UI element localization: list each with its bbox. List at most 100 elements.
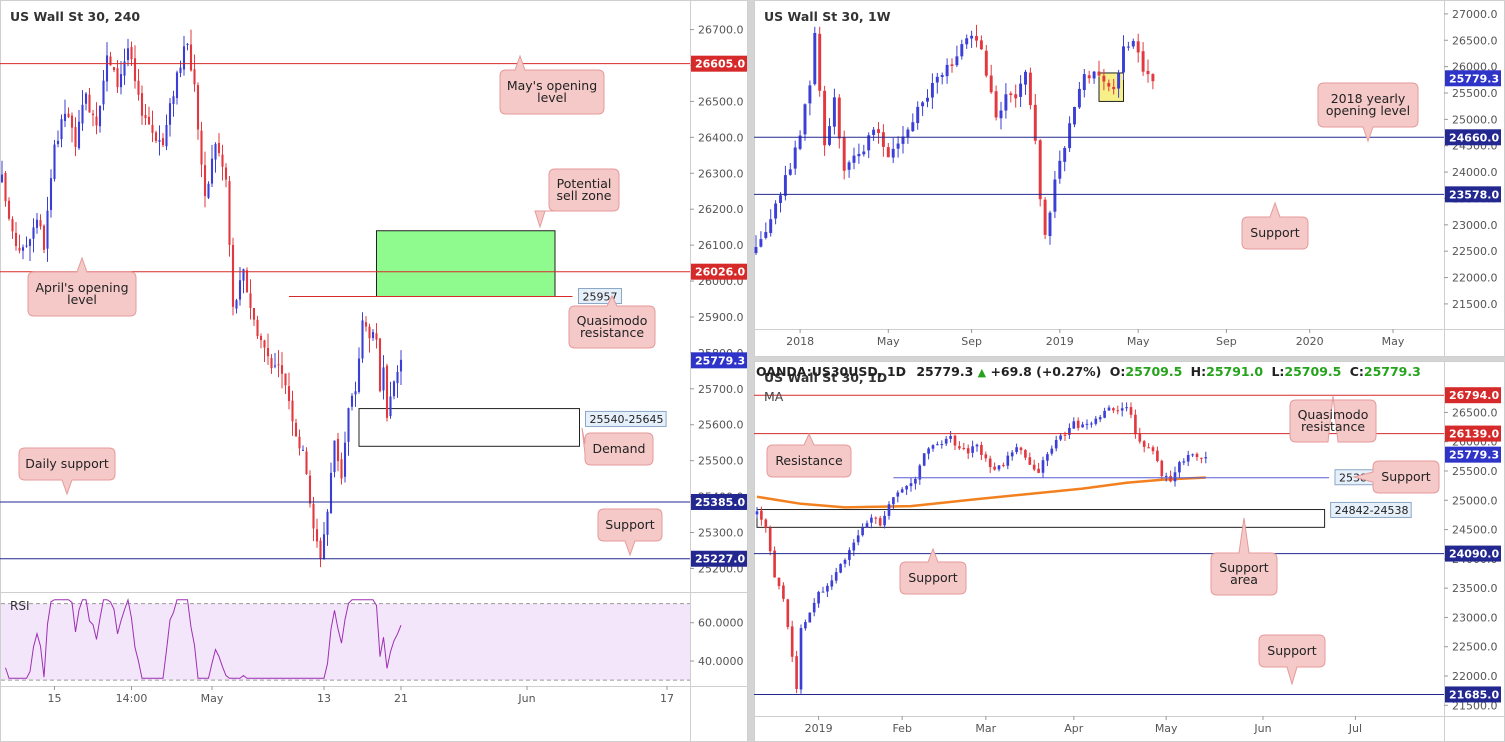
- callout-text: sell zone: [557, 188, 612, 203]
- candle: [1136, 33, 1140, 63]
- candle: [221, 144, 224, 181]
- candle-body: [1195, 453, 1199, 458]
- candle: [1173, 466, 1177, 487]
- candle-body: [77, 121, 81, 149]
- candle-body: [368, 326, 371, 339]
- callout-text: 2018 yearly: [1331, 91, 1406, 106]
- candle: [172, 90, 175, 117]
- candle-body: [1024, 450, 1027, 458]
- price-tag-label: 26026.0: [695, 266, 745, 279]
- candle: [326, 509, 329, 546]
- candle-body: [378, 338, 382, 392]
- y-tick-label: 25500.0: [1452, 87, 1498, 100]
- candle: [1107, 79, 1111, 92]
- price-tag-label: 25779.3: [1449, 449, 1499, 462]
- candle: [28, 238, 32, 261]
- weekly-chart-panel[interactable]: 27000.026500.026000.025500.025000.024500…: [754, 0, 1505, 357]
- chart-title: US Wall St 30, 1D: [764, 370, 887, 385]
- candle-body: [343, 442, 347, 477]
- candle: [186, 43, 189, 51]
- callout-shape: [1210, 517, 1278, 596]
- high-label: H:: [1190, 364, 1207, 379]
- candle-body: [1134, 414, 1137, 435]
- candle-body: [319, 540, 322, 559]
- candle-body: [896, 492, 900, 497]
- candle-body: [852, 155, 856, 163]
- x-tick-label: May: [877, 335, 900, 348]
- candle-body: [1048, 212, 1052, 236]
- candle-body: [1081, 424, 1084, 428]
- candle: [315, 518, 319, 548]
- candle: [1068, 423, 1071, 440]
- candle-body: [905, 485, 908, 490]
- candle-body: [189, 44, 193, 71]
- candle: [1160, 459, 1164, 480]
- candle: [32, 218, 35, 253]
- candle-body: [799, 628, 803, 690]
- price-tag-bg: [1445, 446, 1501, 463]
- candle: [777, 577, 781, 590]
- candle: [280, 352, 284, 389]
- candle: [830, 574, 834, 590]
- callout-shape: [18, 447, 116, 496]
- candle: [975, 443, 979, 452]
- candle: [808, 80, 812, 116]
- callout-shape: [1352, 460, 1440, 494]
- candle: [70, 112, 74, 143]
- callout-text: Support: [1381, 469, 1431, 484]
- candle: [147, 106, 151, 125]
- candle: [848, 547, 851, 566]
- candle-body: [161, 138, 165, 146]
- candle-body: [98, 106, 102, 127]
- callout-shape: [568, 294, 656, 349]
- candle-body: [308, 475, 312, 504]
- zone-label: 25540-25645: [585, 410, 667, 427]
- candle-body: [911, 122, 915, 132]
- candle-body: [843, 559, 847, 564]
- h4-chart-panel[interactable]: 26700.026600.026500.026400.026300.026200…: [0, 0, 748, 742]
- panel-frame: [754, 361, 1505, 742]
- price-tag-label: 23578.0: [1449, 188, 1499, 201]
- candle: [1182, 458, 1186, 466]
- candle: [970, 30, 974, 48]
- y-tick-label: 25700.0: [698, 383, 744, 396]
- candle: [940, 72, 944, 85]
- y-tick-label: 21500.0: [1452, 699, 1498, 712]
- y-tick-label: 26500.0: [1452, 34, 1498, 47]
- candle: [0, 160, 4, 184]
- candle: [1058, 150, 1062, 184]
- candle: [287, 372, 291, 410]
- candle-body: [315, 529, 319, 542]
- candle-body: [966, 448, 970, 454]
- candle: [821, 586, 825, 593]
- candle-body: [340, 459, 343, 479]
- candle: [1046, 451, 1049, 467]
- candle-body: [228, 181, 231, 245]
- candle: [1033, 93, 1037, 145]
- candle-body: [1072, 421, 1076, 429]
- candle-body: [857, 153, 861, 157]
- candle-body: [883, 515, 886, 526]
- candle: [357, 347, 361, 394]
- candle: [1141, 42, 1145, 76]
- daily-chart-panel[interactable]: 26500.026000.025500.025000.024500.024000…: [754, 361, 1505, 742]
- candle: [1024, 449, 1027, 461]
- candle: [378, 337, 382, 393]
- candle: [1014, 84, 1018, 108]
- callout-shape: [597, 508, 663, 557]
- vertical-divider: [748, 0, 754, 742]
- candle: [1037, 462, 1040, 474]
- candle: [382, 355, 385, 400]
- candle: [773, 546, 776, 578]
- candle: [123, 48, 126, 85]
- x-tick-label: Jul: [1348, 722, 1362, 735]
- candle-body: [1107, 407, 1111, 411]
- candle: [877, 122, 880, 144]
- candle-body: [287, 386, 291, 402]
- candle-body: [1125, 407, 1128, 409]
- candle-body: [112, 67, 116, 71]
- candle: [7, 197, 11, 221]
- candle: [843, 558, 847, 568]
